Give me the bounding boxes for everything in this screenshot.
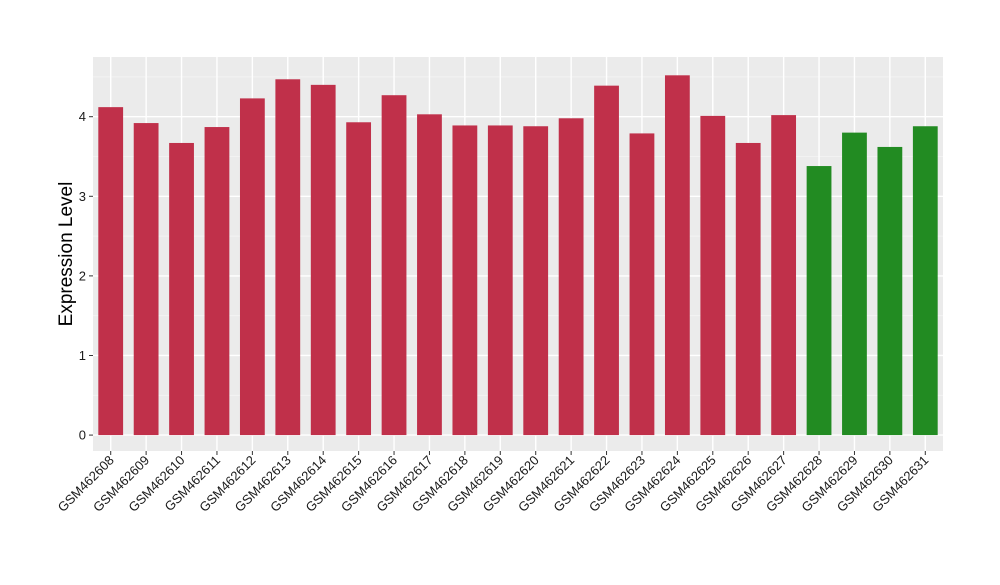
y-axis: 0 1 2 3 4 bbox=[79, 109, 93, 443]
bar-GSM462616 bbox=[381, 95, 407, 436]
bar-GSM462626 bbox=[735, 142, 761, 436]
y-tick-label: 2 bbox=[79, 268, 86, 283]
x-axis: GSM462608GSM462609GSM462610GSM462611GSM4… bbox=[55, 451, 931, 515]
bar-GSM462624 bbox=[664, 75, 690, 436]
bar-GSM462631 bbox=[912, 126, 938, 436]
bar-GSM462613 bbox=[275, 79, 301, 436]
bar-GSM462629 bbox=[842, 132, 867, 436]
bar-GSM462615 bbox=[346, 122, 372, 436]
bar-GSM462619 bbox=[487, 125, 513, 436]
bar-GSM462628 bbox=[806, 166, 832, 436]
bar-GSM462618 bbox=[452, 125, 478, 436]
bar-GSM462621 bbox=[558, 118, 584, 436]
bar-GSM462625 bbox=[700, 115, 726, 436]
plot-panel bbox=[93, 57, 943, 451]
bar-GSM462614 bbox=[310, 84, 336, 436]
bar-GSM462611 bbox=[204, 127, 230, 436]
bar-GSM462627 bbox=[771, 115, 797, 436]
y-tick-label: 1 bbox=[79, 348, 86, 363]
bar-GSM462608 bbox=[98, 107, 124, 436]
bar-GSM462610 bbox=[169, 142, 194, 436]
y-tick-label: 0 bbox=[79, 428, 86, 443]
bars bbox=[98, 75, 938, 436]
bar-GSM462612 bbox=[239, 98, 265, 436]
bar-GSM462609 bbox=[133, 123, 159, 436]
bar-GSM462620 bbox=[523, 126, 549, 436]
bar-GSM462617 bbox=[417, 114, 442, 436]
bar-GSM462630 bbox=[877, 146, 903, 436]
y-tick-label: 4 bbox=[79, 109, 86, 124]
y-axis-title: Expression Level bbox=[56, 182, 77, 327]
y-tick-label: 3 bbox=[79, 189, 86, 204]
bar-GSM462622 bbox=[594, 85, 619, 436]
bar-GSM462623 bbox=[629, 133, 655, 436]
